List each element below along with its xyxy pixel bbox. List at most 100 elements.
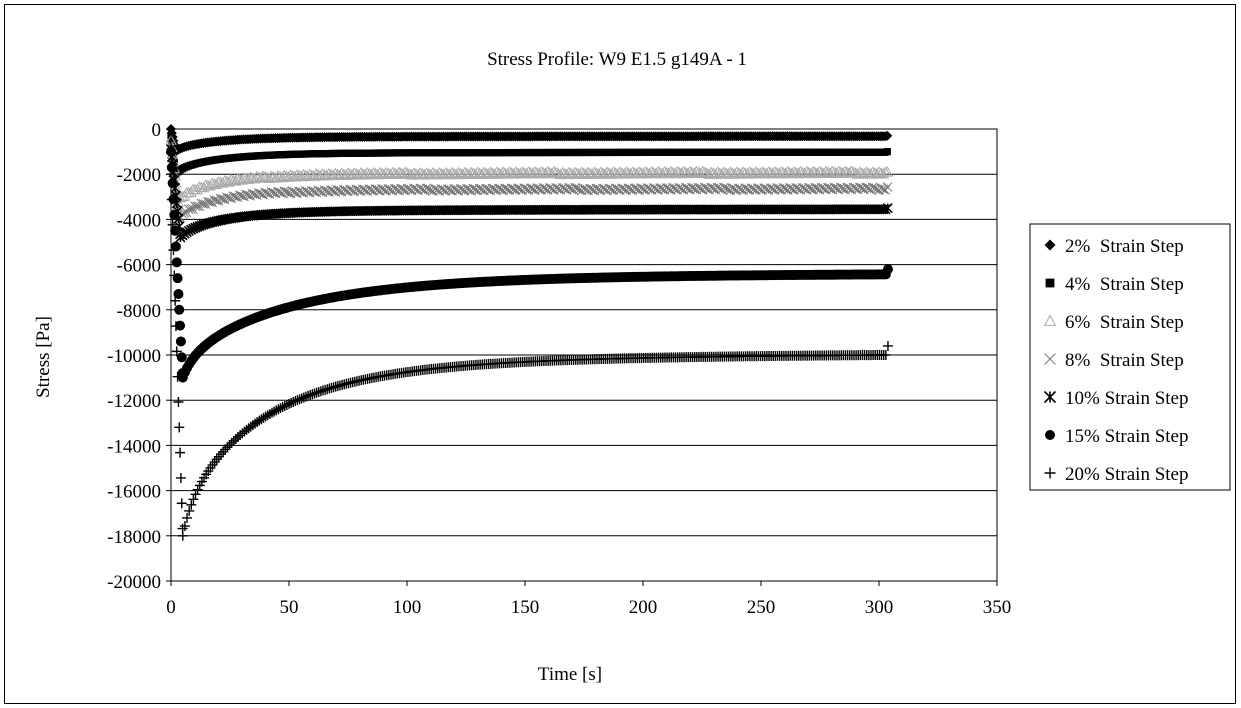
data-point [805, 167, 817, 179]
data-point [186, 499, 197, 510]
data-point [480, 167, 492, 178]
data-point [172, 371, 183, 382]
data-point [371, 168, 384, 180]
data-point [469, 168, 482, 179]
data-point [526, 167, 539, 179]
legend-entry-1: 2% Strain Step [1044, 236, 1184, 257]
data-point [184, 505, 195, 516]
x-tick-label: 0 [166, 597, 176, 618]
data-point [311, 387, 322, 398]
legend-marker [1044, 239, 1056, 251]
data-point [841, 166, 853, 177]
data-point [552, 167, 565, 179]
data-point [192, 201, 203, 212]
data-point [828, 166, 841, 177]
legend-entry-5: 10% Strain Step [1043, 388, 1189, 409]
data-point [492, 167, 505, 178]
x-tick-label: 250 [747, 597, 776, 618]
data-point [618, 168, 630, 179]
data-point [514, 168, 526, 179]
data-point [173, 288, 184, 299]
data-point [271, 405, 282, 416]
data-point [331, 168, 344, 180]
x-tick-label: 350 [983, 597, 1012, 618]
data-point [454, 167, 467, 179]
series-6 [166, 146, 893, 383]
data-point [388, 167, 401, 179]
data-point [851, 168, 864, 179]
data-point [764, 166, 777, 178]
data-point [554, 168, 567, 180]
y-axis-ticks: 0 -2000 -4000 -6000 -8000 -10000 -12000 -14000 -… [107, 120, 171, 593]
data-point [289, 171, 301, 182]
data-point [741, 168, 754, 179]
data-point [533, 167, 546, 179]
data-point [558, 167, 571, 179]
data-point [450, 168, 463, 180]
data-point [760, 167, 773, 179]
data-point [495, 168, 507, 179]
data-point [305, 390, 316, 401]
data-point [673, 166, 686, 178]
data-point [267, 171, 280, 182]
data-point [267, 407, 278, 418]
data-point [856, 167, 868, 178]
data-point [248, 172, 261, 184]
data-point [728, 168, 741, 179]
chart-frame: Stress Profile: W9 E1.5 g149A - 1 0 -2000… [4, 4, 1236, 704]
data-point [715, 168, 728, 179]
data-point [242, 173, 255, 185]
y-tick-label: -14000 [107, 436, 161, 457]
data-point [880, 185, 891, 195]
data-point [681, 167, 694, 179]
data-point [822, 166, 834, 178]
data-point [216, 177, 229, 188]
data-point [277, 402, 288, 413]
data-point [295, 170, 308, 182]
data-point [605, 168, 618, 179]
data-point [418, 168, 431, 180]
data-point [473, 167, 486, 178]
data-point [754, 167, 766, 179]
data-point [435, 167, 448, 179]
data-point [875, 167, 887, 178]
data-point [282, 171, 295, 182]
data-point [307, 389, 318, 400]
legend-marker [1045, 278, 1055, 288]
data-point [437, 168, 450, 180]
data-point [170, 225, 181, 236]
data-point [210, 178, 223, 189]
legend-entry-6: 15% Strain Step [1045, 426, 1189, 447]
data-point [320, 169, 333, 181]
legend-label: 15% Strain Step [1065, 426, 1189, 447]
data-point [505, 167, 518, 178]
y-tick-label: -6000 [117, 256, 161, 277]
data-point [229, 175, 242, 186]
data-point [811, 167, 824, 179]
legend: 2% Strain Step 4% Strain Step 6% Strain St… [1029, 223, 1231, 491]
data-point [352, 169, 365, 180]
data-point [482, 168, 495, 179]
data-point [309, 388, 320, 399]
data-point [637, 167, 650, 179]
data-point [273, 404, 284, 415]
data-point [279, 400, 290, 411]
data-point [590, 167, 603, 178]
data-point [308, 170, 320, 181]
data-point [395, 167, 407, 178]
data-point [792, 167, 805, 179]
data-point [410, 168, 422, 179]
series-5 [165, 144, 893, 243]
data-point [171, 257, 182, 268]
data-point [611, 168, 624, 179]
data-point [882, 182, 893, 192]
data-point [488, 168, 501, 179]
data-point [501, 168, 514, 179]
data-point [258, 412, 269, 423]
data-point [586, 168, 599, 179]
data-point [301, 170, 314, 182]
data-point [448, 167, 461, 179]
data-point [170, 295, 181, 306]
data-point [260, 411, 271, 422]
data-point [431, 168, 444, 180]
